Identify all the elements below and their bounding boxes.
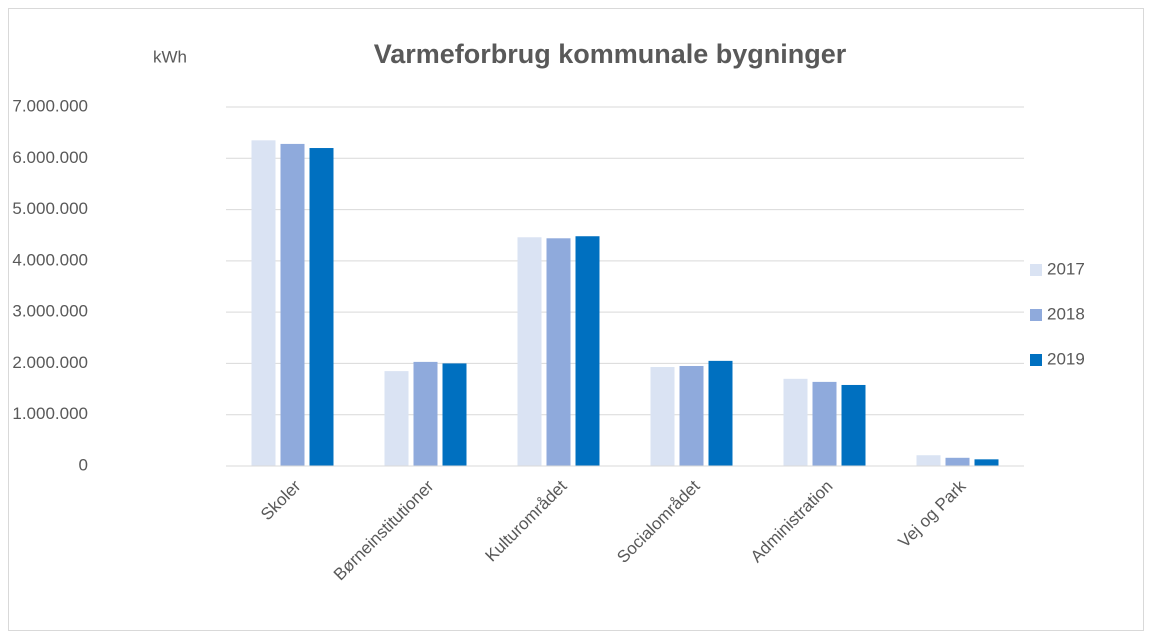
y-tick-label: 1.000.000 xyxy=(12,404,88,423)
bar xyxy=(251,140,276,467)
y-axis-label: kWh xyxy=(153,47,187,66)
legend-swatch xyxy=(1030,309,1042,321)
y-tick-label: 0 xyxy=(79,455,88,474)
bar xyxy=(575,236,600,466)
legend-label: 2018 xyxy=(1047,304,1085,323)
bar xyxy=(916,455,941,466)
bar xyxy=(974,459,999,466)
bar xyxy=(546,238,571,466)
legend-swatch xyxy=(1030,354,1042,366)
bar xyxy=(442,363,467,466)
bar xyxy=(309,148,334,466)
bar xyxy=(945,457,970,466)
chart-title: Varmeforbrug kommunale bygninger xyxy=(374,39,847,69)
bar xyxy=(280,143,305,466)
legend-swatch xyxy=(1030,264,1042,276)
y-tick-label: 3.000.000 xyxy=(12,302,88,321)
bar xyxy=(841,384,866,466)
bar xyxy=(679,365,704,466)
y-tick-label: 2.000.000 xyxy=(12,353,88,372)
bar xyxy=(812,381,837,466)
bar xyxy=(650,367,675,466)
legend-label: 2019 xyxy=(1047,349,1085,368)
legend-label: 2017 xyxy=(1047,259,1085,278)
bar xyxy=(517,237,542,466)
y-tick-label: 5.000.000 xyxy=(12,199,88,218)
y-tick-label: 6.000.000 xyxy=(12,148,88,167)
bar xyxy=(384,371,409,466)
y-tick-label: 7.000.000 xyxy=(12,96,88,115)
bar xyxy=(708,360,733,466)
bar xyxy=(783,378,808,466)
y-tick-label: 4.000.000 xyxy=(12,250,88,269)
bar xyxy=(413,361,438,466)
